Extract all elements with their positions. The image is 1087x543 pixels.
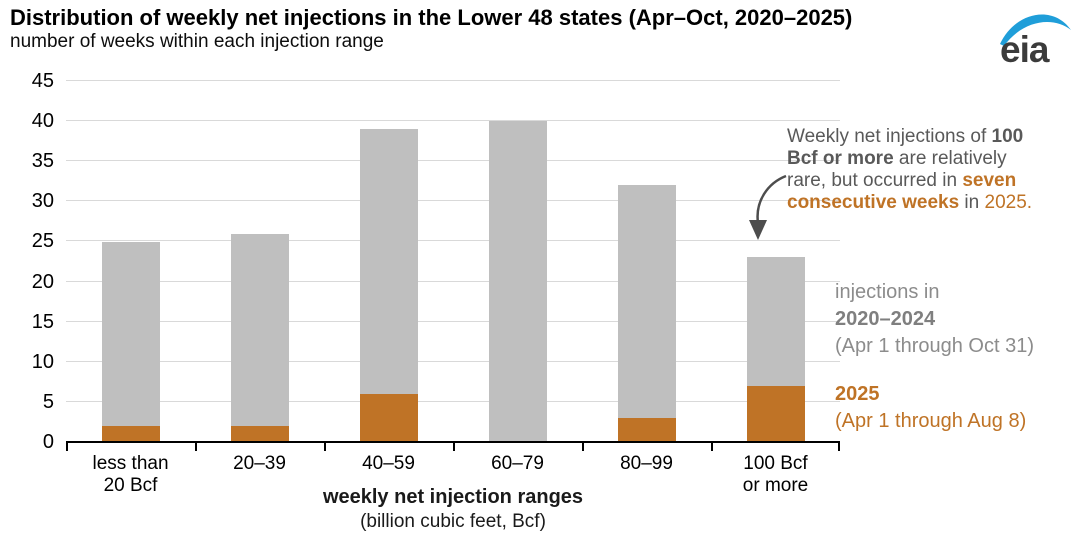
y-axis-label: 40 (31, 110, 54, 133)
bar-segment-2025 (230, 426, 289, 442)
gridline (66, 240, 840, 242)
bar-segment-2020-2024 (746, 257, 805, 386)
bar-segment-2020-2024 (101, 241, 160, 426)
y-axis-label: 20 (31, 270, 54, 293)
legend-gray-line1: injections in (835, 281, 940, 303)
chart-title: Distribution of weekly net injections in… (10, 5, 853, 30)
legend-orange-line2: (Apr 1 through Aug 8) (835, 410, 1027, 432)
y-axis-label: 35 (31, 150, 54, 173)
annotation-arrow-icon (749, 174, 787, 240)
plot-area (66, 80, 840, 451)
legend-orange-line1: 2025 (835, 383, 880, 405)
x-axis-tick (582, 442, 584, 451)
annotation-text-segment: Bcf or more (787, 148, 894, 169)
x-axis-label: 60–79 (491, 453, 544, 474)
bar-segment-2020-2024 (488, 121, 547, 442)
x-axis-label: 40–59 (362, 453, 415, 474)
gridline (66, 160, 840, 162)
x-axis-title: weekly net injection ranges (322, 486, 584, 508)
y-axis-label: 0 (42, 431, 54, 453)
eia-logo: eia (1000, 14, 1071, 66)
legend-2025: 2025 (Apr 1 through Aug 8) (835, 381, 1026, 435)
x-axis-label: 20–39 (233, 453, 286, 474)
y-axis-label: 45 (31, 70, 54, 92)
y-axis-label: 10 (31, 350, 54, 373)
bar-segment-2020-2024 (230, 233, 289, 426)
legend-gray-line3: (Apr 1 through Oct 31) (835, 335, 1034, 357)
bar-segment-2020-2024 (359, 129, 418, 394)
y-axis-label: 5 (42, 390, 54, 413)
annotation-callout: Weekly net injections of 100 Bcf or more … (787, 126, 1085, 214)
annotation-text-segment: Weekly net injections of (787, 126, 992, 147)
x-axis-tick (66, 442, 68, 451)
eia-logo-swoosh-icon (1000, 14, 1071, 46)
gridline (66, 320, 840, 322)
bar-segment-2025 (101, 426, 160, 442)
legend-gray-line2: 2020–2024 (835, 308, 936, 330)
y-axis-label: 30 (31, 190, 54, 213)
x-axis-tick (195, 442, 197, 451)
x-axis-label: 80–99 (620, 453, 673, 474)
eia-logo-text: eia (1000, 29, 1050, 66)
bar-segment-2025 (746, 385, 805, 442)
x-axis-tick (711, 442, 713, 451)
x-axis-category-labels: less than 20 Bcf 20–39 40–59 60–79 80–99 100 B… (66, 453, 840, 501)
annotation-text-segment: are relatively (893, 148, 1007, 169)
y-axis-label: 15 (31, 310, 54, 333)
chart-subtitle: number of weeks within each injection ra… (10, 31, 384, 52)
annotation-text-segment: seven (962, 170, 1017, 191)
y-axis-label: 25 (31, 230, 54, 253)
x-axis-tick (324, 442, 326, 451)
gridline (66, 200, 840, 202)
annotation-text-segment: consecutive weeks (787, 192, 960, 213)
gridline (66, 280, 840, 282)
annotation-text-segment: 2025. (984, 192, 1033, 213)
x-axis-title-units: (billion cubic feet, Bcf) (360, 511, 546, 532)
bar-segment-2025 (359, 393, 418, 442)
annotation-text-segment: 100 (991, 126, 1024, 147)
x-axis-tick (453, 442, 455, 451)
x-axis-label: 100 Bcf or more (742, 453, 809, 496)
gridline (66, 400, 840, 402)
bar-segment-2025 (617, 417, 676, 442)
legend-2020-2024: injections in 2020–2024 (Apr 1 through O… (835, 279, 1034, 360)
bar-segment-2020-2024 (617, 185, 676, 418)
annotation-text-segment: in (959, 192, 985, 213)
x-axis-tick (838, 442, 840, 451)
gridline (66, 120, 840, 122)
x-axis-label: less than 20 Bcf (92, 453, 169, 496)
gridline (66, 360, 840, 362)
annotation-text-segment: rare, but occurred in (787, 170, 963, 191)
gridline (66, 80, 840, 81)
